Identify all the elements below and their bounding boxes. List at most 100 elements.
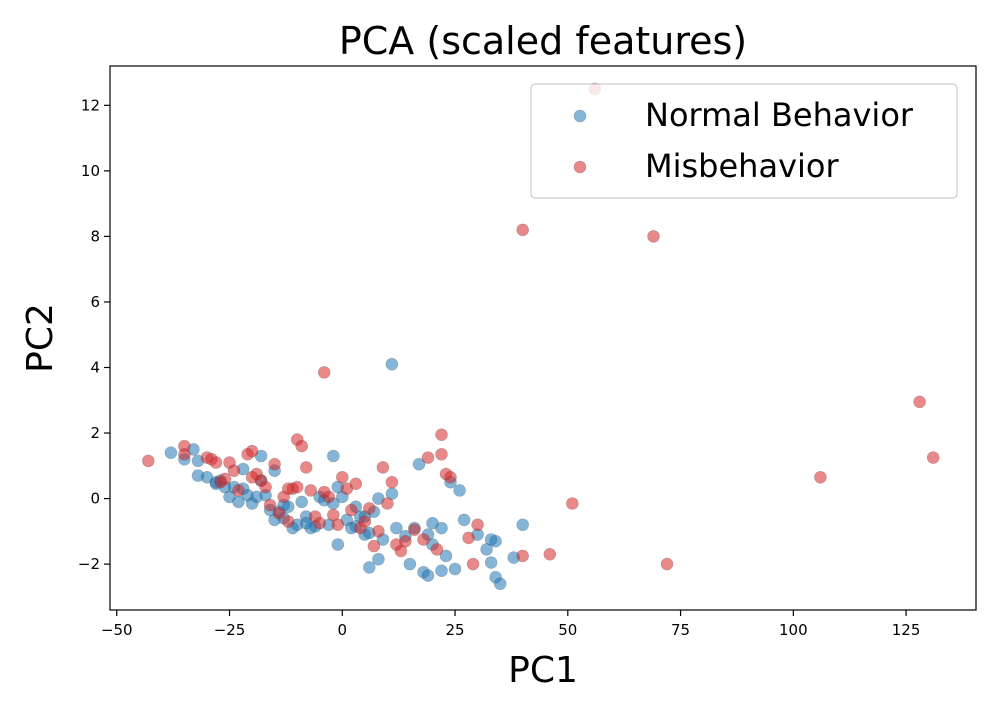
data-point <box>453 484 466 497</box>
data-point <box>421 569 435 582</box>
data-point <box>268 457 281 471</box>
data-point <box>313 516 327 530</box>
data-point <box>516 518 530 532</box>
legend-marker-misbehavior <box>573 160 587 174</box>
data-point <box>660 557 674 571</box>
data-point <box>209 456 223 469</box>
x-axis: −50 −25 0 25 50 75 100 125 <box>101 610 920 639</box>
data-point <box>263 498 277 512</box>
data-point <box>367 539 381 553</box>
x-tick-label: 25 <box>446 621 465 639</box>
data-point <box>814 470 827 484</box>
data-point <box>299 516 313 530</box>
y-tick-label: 6 <box>90 293 100 311</box>
data-point <box>412 457 426 471</box>
x-tick-label: 50 <box>558 621 577 639</box>
data-point <box>385 357 399 371</box>
data-point <box>543 547 557 561</box>
data-point <box>317 366 331 379</box>
data-point <box>435 428 448 442</box>
data-point <box>295 439 309 453</box>
plot-frame <box>109 65 977 611</box>
x-tick-label: −50 <box>101 621 133 639</box>
data-point <box>913 395 926 409</box>
x-tick-label: 125 <box>892 621 921 639</box>
x-axis-title: PC1 <box>508 650 578 691</box>
data-point <box>299 461 313 474</box>
data-point <box>516 549 530 563</box>
data-point <box>281 482 295 496</box>
y-axis-title: PC2 <box>20 303 61 373</box>
data-point <box>331 518 345 532</box>
data-point <box>164 446 178 460</box>
data-point <box>259 480 272 494</box>
data-point <box>439 549 453 563</box>
data-point <box>304 484 318 497</box>
series-normal-behavior <box>164 357 530 591</box>
data-point <box>372 552 385 566</box>
data-point <box>362 502 376 515</box>
data-point <box>516 223 530 237</box>
data-point <box>489 534 502 548</box>
data-point <box>385 475 399 489</box>
data-point <box>444 470 457 484</box>
legend: Normal Behavior Misbehavior <box>530 83 958 199</box>
data-point <box>281 515 295 528</box>
data-point <box>372 524 385 538</box>
data-point <box>403 557 417 571</box>
y-tick-label: 4 <box>90 358 100 376</box>
y-tick-label: 0 <box>90 490 100 508</box>
data-point <box>349 477 363 491</box>
data-point <box>322 490 336 504</box>
data-point <box>448 562 462 576</box>
y-axis: −2 0 2 4 6 8 10 12 <box>78 96 110 573</box>
data-point <box>358 515 372 528</box>
series-misbehavior <box>142 82 940 571</box>
data-point <box>435 447 448 461</box>
y-tick-label: −2 <box>78 555 100 573</box>
data-point <box>335 470 349 484</box>
data-point <box>326 449 340 463</box>
data-point <box>430 543 444 556</box>
data-point <box>471 518 484 532</box>
data-point <box>493 577 507 591</box>
data-point <box>565 497 579 510</box>
data-point <box>295 495 309 509</box>
x-tick-label: −25 <box>214 621 246 639</box>
legend-label-misbehavior: Misbehavior <box>645 147 839 185</box>
data-point <box>926 451 940 464</box>
legend-marker-normal <box>573 109 587 123</box>
x-tick-label: 0 <box>338 621 348 639</box>
data-point <box>399 534 412 548</box>
data-point <box>218 472 232 486</box>
data-point <box>417 533 430 546</box>
data-point <box>232 484 245 497</box>
x-tick-label: 75 <box>671 621 690 639</box>
data-point <box>435 564 448 578</box>
data-point <box>376 461 390 474</box>
x-tick-label: 100 <box>779 621 808 639</box>
data-point <box>344 503 358 517</box>
data-point <box>331 538 345 551</box>
data-point <box>484 556 498 569</box>
data-point <box>408 523 421 537</box>
data-point <box>390 521 403 535</box>
y-tick-label: 8 <box>90 227 100 245</box>
points-layer <box>142 82 940 591</box>
data-point <box>362 561 376 574</box>
y-tick-label: 10 <box>81 162 100 180</box>
data-point <box>178 447 191 461</box>
legend-label-normal: Normal Behavior <box>645 96 914 134</box>
data-point <box>245 444 259 458</box>
data-point <box>191 469 205 482</box>
data-point <box>457 513 471 527</box>
data-point <box>466 557 480 571</box>
data-point <box>227 464 241 478</box>
data-point <box>435 521 448 535</box>
y-tick-label: 12 <box>81 96 100 114</box>
data-point <box>272 506 286 520</box>
data-point <box>462 531 475 545</box>
legend-frame <box>530 83 958 199</box>
data-point <box>647 230 660 243</box>
